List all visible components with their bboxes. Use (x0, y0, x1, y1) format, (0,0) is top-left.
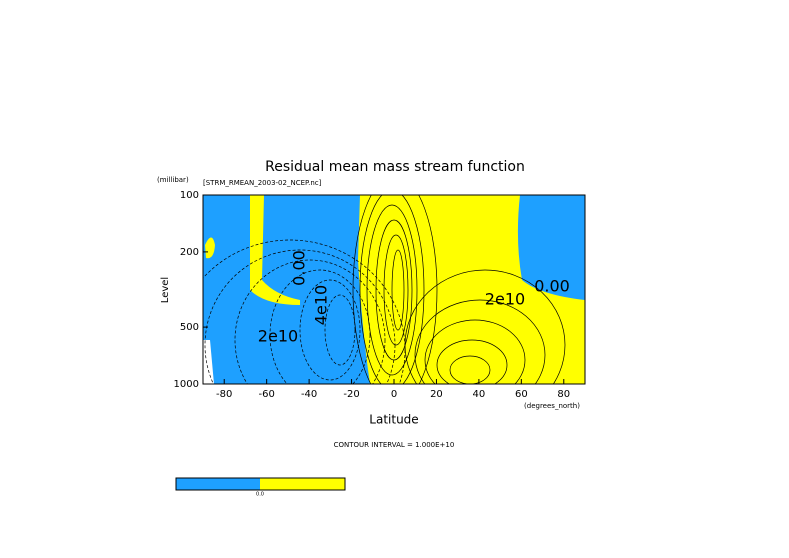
x-tick-label: -20 (343, 389, 359, 400)
x-tick-label: -80 (216, 389, 232, 400)
y-tick-label: 200 (180, 247, 199, 258)
x-tick-label: 60 (515, 389, 528, 400)
contour-label: 0.00 (534, 277, 570, 296)
fills (203, 195, 585, 384)
x-tick-label: 80 (557, 389, 570, 400)
colorbar-negative (176, 478, 260, 490)
x-tick-label: -60 (258, 389, 274, 400)
colorbar-positive (260, 478, 345, 490)
x-axis-label: Latitude (369, 413, 418, 427)
footer: CONTOUR INTERVAL = 1.000E+10 (334, 441, 455, 449)
positive-contours (352, 195, 566, 384)
subtitle: [STRM_RMEAN_2003-02_NCEP.nc] (203, 179, 322, 187)
colorbar-frame (175, 477, 346, 491)
y-units: (millibar) (157, 176, 189, 184)
x-tick-label: 20 (430, 389, 443, 400)
chart-title: Residual mean mass stream function (265, 159, 525, 175)
positive-region (205, 195, 585, 384)
y-axis-label: Level (160, 277, 171, 303)
contour-label: 0.00 (290, 250, 309, 286)
x-tick-label: 0 (391, 389, 397, 400)
missing-region (203, 340, 214, 384)
x-tick-label: -40 (301, 389, 317, 400)
x-tick-label: 40 (473, 389, 486, 400)
y-tick-label: 100 (180, 190, 199, 201)
y-tick-label: 1000 (174, 379, 199, 390)
contour-label: 2e10 (485, 290, 525, 309)
y-tick-label: 500 (180, 322, 199, 333)
contour-label: 4e10 (312, 285, 331, 325)
colorbar-label: 0.0 (256, 492, 264, 498)
contour-label: 2e10 (258, 327, 298, 346)
x-units: (degrees_north) (524, 402, 580, 410)
negative-region (517, 195, 585, 300)
